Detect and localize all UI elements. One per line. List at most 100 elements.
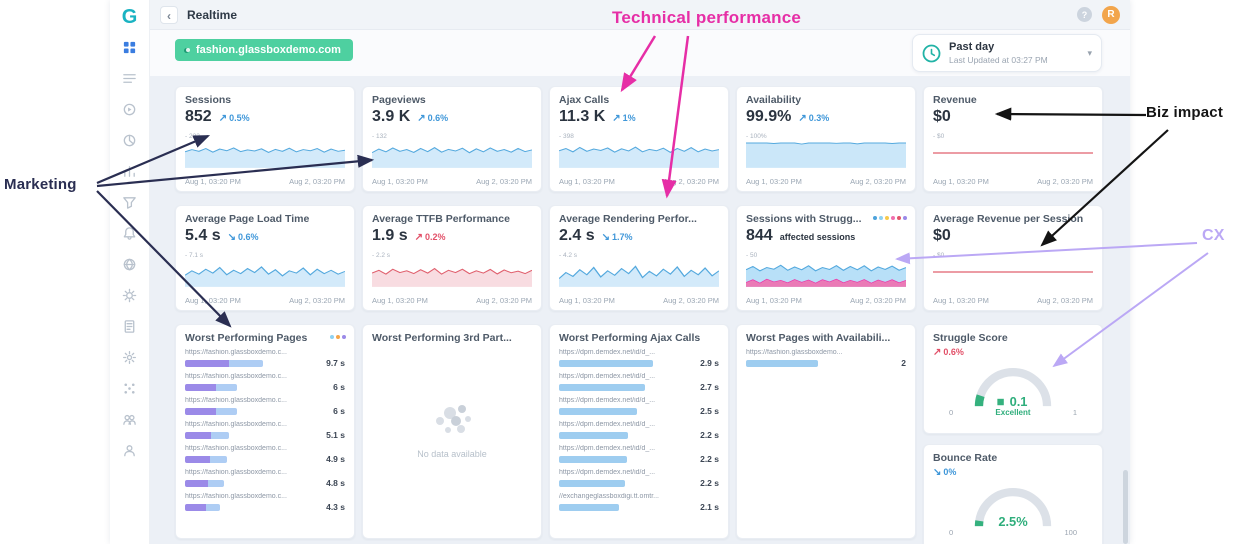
list-item[interactable]: https://dpm.demdex.net/id/d_... 2.7 s [559, 373, 719, 392]
gauge-scale-labels: 0 Excellent 1 [933, 408, 1093, 417]
usage-bar [746, 359, 876, 367]
list-card-title: Worst Performing 3rd Part... [372, 332, 512, 344]
gauge-min: 0 [949, 408, 954, 417]
insights-icon[interactable] [121, 287, 139, 303]
replay-icon[interactable] [121, 101, 139, 117]
dashboard-board: Sessions 852 ↗ 0.5% - 232 Aug 1, 03:20 PM Aug … [175, 86, 1103, 544]
gauge-card[interactable]: Struggle Score ↗ 0.6% 0.1 0 Excellent 1 [923, 324, 1103, 434]
sparkline [372, 137, 532, 169]
bar-segment [205, 503, 221, 511]
list-item[interactable]: https://dpm.demdex.net/id/d_... 2.2 s [559, 421, 719, 440]
trend-badge: ↘ 0% [933, 467, 956, 478]
list-rows: https://fashion.glassboxdemo.c... 9.7 s ht… [185, 349, 345, 512]
list-item[interactable]: https://fashion.glassboxdemo.c... 4.8 s [185, 469, 345, 488]
trend-value: 0% [943, 467, 957, 477]
bar-row: 6 s [185, 382, 345, 392]
url-label: https://fashion.glassboxdemo... [746, 349, 843, 356]
gauge-card[interactable]: Bounce Rate ↘ 0% 2.5% 0 100 [923, 444, 1103, 544]
domain-filter-pill[interactable]: fashion.glassboxdemo.com [175, 39, 353, 61]
list-card-title: Worst Performing Pages [185, 332, 308, 344]
url-label: https://dpm.demdex.net/id/d_... [559, 397, 656, 404]
dashboard-icon[interactable] [121, 39, 139, 55]
integrations-icon[interactable] [121, 380, 139, 396]
axis-max-label: - 100% [746, 133, 767, 140]
alerts-icon[interactable] [121, 225, 139, 241]
list-item[interactable]: https://fashion.glassboxdemo... 2 [746, 349, 906, 368]
list-card[interactable]: Worst Pages with Availabili... https://fa… [736, 324, 916, 539]
list-item[interactable]: https://fashion.glassboxdemo.c... 4.3 s [185, 493, 345, 512]
profile-icon[interactable] [121, 442, 139, 458]
row-value: 9.7 s [326, 358, 345, 368]
url-label: https://fashion.glassboxdemo.c... [185, 469, 287, 476]
list-card[interactable]: Worst Performing 3rd Part... No data avai… [362, 324, 542, 539]
kpi-card[interactable]: Availability 99.9% ↗ 0.3% - 100% Aug 1, 03:20… [736, 86, 916, 192]
row-value: 2.5 s [700, 406, 719, 416]
kpi-value: 844 [746, 227, 773, 244]
trend-value: 0.6% [237, 232, 259, 242]
back-button[interactable]: ‹ [160, 5, 178, 24]
trend-arrow-icon: ↗ [612, 113, 621, 124]
domain-icon [184, 47, 190, 53]
kpi-card[interactable]: Pageviews 3.9 K ↗ 0.6% - 132 Aug 1, 03:20 PM A… [362, 86, 542, 192]
trend-badge: ↗ 0.3% [798, 113, 829, 124]
kpi-card[interactable]: Average TTFB Performance 1.9 s ↗ 0.2% - 2.2 … [362, 205, 542, 311]
date-axis: Aug 1, 03:20 PM Aug 2, 03:20 PM [185, 177, 345, 186]
kpi-card[interactable]: Sessions 852 ↗ 0.5% - 232 Aug 1, 03:20 PM Aug … [175, 86, 355, 192]
list-card[interactable]: Worst Performing Ajax Calls https://dpm.d… [549, 324, 729, 539]
pages-icon[interactable] [121, 318, 139, 334]
list-item[interactable]: https://dpm.demdex.net/id/d_... 2.5 s [559, 397, 719, 416]
url-label: https://dpm.demdex.net/id/d_... [559, 349, 656, 356]
gauge-card-title: Bounce Rate [933, 452, 998, 464]
kpi-card[interactable]: Sessions with Strugg... 844 affected sessi… [736, 205, 916, 311]
row-value: 4.3 s [326, 502, 345, 512]
list-item[interactable]: https://fashion.glassboxdemo.c... 4.9 s [185, 445, 345, 464]
list-item[interactable]: https://dpm.demdex.net/id/d_... 2.9 s [559, 349, 719, 368]
bar-row: 2.2 s [559, 478, 719, 488]
kpi-card[interactable]: Revenue $0 - $0 Aug 1, 03:20 PM Aug 2, 03:20… [923, 86, 1103, 192]
audience-icon[interactable] [121, 411, 139, 427]
date-start: Aug 1, 03:20 PM [372, 296, 428, 305]
legend-dots [873, 216, 907, 220]
list-item[interactable]: https://fashion.glassboxdemo.c... 6 s [185, 373, 345, 392]
gauge-card-title: Struggle Score [933, 332, 1008, 344]
annotation-marketing: Marketing [4, 176, 77, 193]
kpi-title: Pageviews [372, 94, 426, 106]
list-item[interactable]: https://dpm.demdex.net/id/d_... 2.2 s [559, 445, 719, 464]
date-start: Aug 1, 03:20 PM [372, 177, 428, 186]
list-item[interactable]: https://fashion.glassboxdemo.c... 9.7 s [185, 349, 345, 368]
bar-segment [559, 503, 619, 511]
trend-value: 0.6% [943, 347, 964, 357]
help-icon[interactable]: ? [1077, 7, 1092, 22]
date-end: Aug 2, 03:20 PM [289, 296, 345, 305]
annotation-cx: CX [1202, 227, 1225, 244]
list-item[interactable]: https://fashion.glassboxdemo.c... 6 s [185, 397, 345, 416]
row-value: 5.1 s [326, 430, 345, 440]
list-item[interactable]: https://dpm.demdex.net/id/d_... 2.2 s [559, 469, 719, 488]
avatar[interactable]: R [1102, 5, 1120, 24]
web-icon[interactable] [121, 256, 139, 272]
segments-icon[interactable] [121, 132, 139, 148]
kpi-value: $0 [933, 108, 951, 125]
list-item[interactable]: https://fashion.glassboxdemo.c... 5.1 s [185, 421, 345, 440]
settings-icon[interactable] [121, 349, 139, 365]
kpi-card[interactable]: Average Page Load Time 5.4 s ↘ 0.6% - 7.1 s A… [175, 205, 355, 311]
bar-row: 5.1 s [185, 430, 345, 440]
scrollbar[interactable] [1123, 470, 1128, 544]
list-item[interactable]: //exchangeglassboxdigi.tt.omtr... 2.1 s [559, 493, 719, 512]
reports-icon[interactable] [121, 163, 139, 179]
funnels-icon[interactable] [121, 194, 139, 210]
url-label: //exchangeglassboxdigi.tt.omtr... [559, 493, 659, 500]
kpi-card[interactable]: Ajax Calls 11.3 K ↗ 1% - 398 Aug 1, 03:20 PM A… [549, 86, 729, 192]
kpi-card[interactable]: Average Revenue per Session $0 - $0 Aug 1, … [923, 205, 1103, 311]
bar-row: 2 [746, 358, 906, 368]
bar-segment [185, 359, 230, 367]
kpi-row-1: Sessions 852 ↗ 0.5% - 232 Aug 1, 03:20 PM Aug … [175, 86, 1103, 192]
list-card[interactable]: Worst Performing Pages https://fashion.gl… [175, 324, 355, 539]
kpi-card[interactable]: Average Rendering Perfor... 2.4 s ↘ 1.7% - 4… [549, 205, 729, 311]
time-range-selector[interactable]: Past day Last Updated at 03:27 PM ▾ [912, 34, 1102, 72]
bar-segment [559, 359, 653, 367]
journeys-icon[interactable] [121, 70, 139, 86]
date-axis: Aug 1, 03:20 PM Aug 2, 03:20 PM [185, 296, 345, 305]
